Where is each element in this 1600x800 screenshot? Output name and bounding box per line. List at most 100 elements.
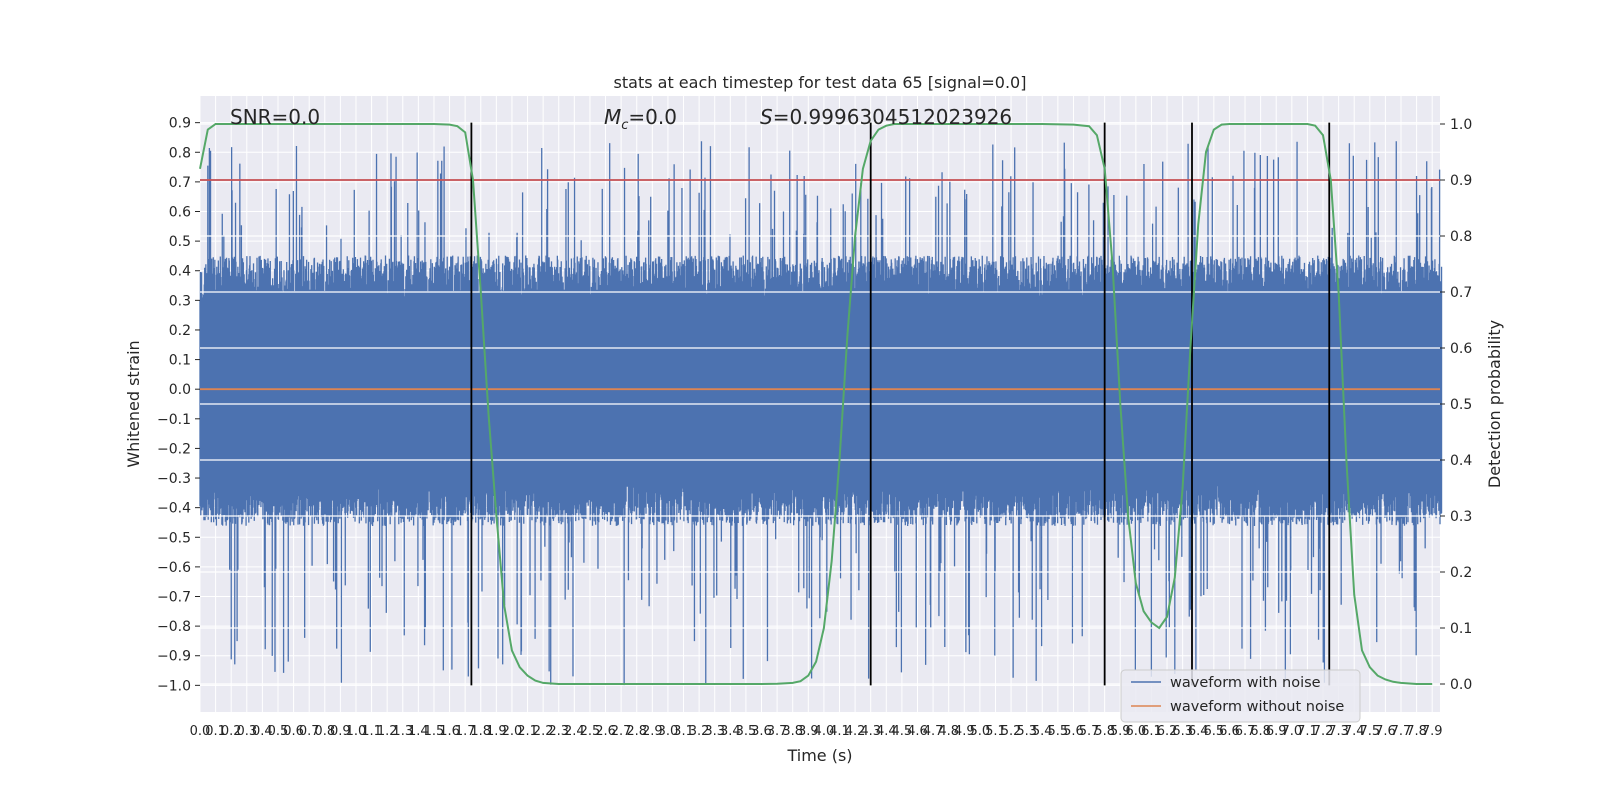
y2-tick-label: 0.1	[1450, 621, 1472, 637]
s-annotation: S=0.9996304512023926	[760, 105, 1012, 129]
x-tick-label: 4.2	[845, 724, 866, 739]
x-tick-label: 1.8	[470, 724, 491, 739]
x-tick-label: 3.3	[704, 724, 725, 739]
detection-probability-line	[199, 123, 1433, 685]
y2-axis-label: Detection probability	[1485, 320, 1504, 488]
y-tick-label: −0.4	[157, 501, 191, 517]
x-tick-label: 6.2	[1157, 724, 1178, 739]
y-tick-label: −0.2	[157, 441, 191, 457]
mc-annotation: Mc=0.0	[604, 105, 677, 133]
y-tick-label: 0.5	[169, 234, 191, 250]
y-tick-label: −0.5	[157, 530, 191, 546]
x-tick-label: 3.5	[736, 724, 757, 739]
y-tick-label: −0.9	[157, 649, 191, 665]
x-tick-label: 1.9	[486, 724, 507, 739]
x-tick-label: 3.1	[673, 724, 694, 739]
x-tick-label: 5.6	[1063, 724, 1084, 739]
y-tick-label: −0.1	[157, 412, 191, 428]
x-tick-label: 1.2	[377, 724, 398, 739]
x-tick-label: 6.1	[1141, 724, 1162, 739]
y2-tick-label: 0.2	[1450, 565, 1472, 581]
x-tick-label: 2.0	[502, 724, 523, 739]
x-tick-label: 2.2	[533, 724, 554, 739]
x-tick-label: 4.9	[954, 724, 975, 739]
y-tick-label: −0.3	[157, 471, 191, 487]
snr-annotation: SNR=0.0	[230, 105, 320, 129]
x-tick-label: 2.3	[548, 724, 569, 739]
x-tick-label: 5.3	[1016, 724, 1037, 739]
x-tick-label: 3.7	[767, 724, 788, 739]
x-tick-label: 7.3	[1328, 724, 1349, 739]
x-tick-label: 7.8	[1406, 724, 1427, 739]
y2-tick-label: 0.7	[1450, 285, 1472, 301]
x-tick-label: 0.6	[283, 724, 304, 739]
x-tick-label: 2.6	[595, 724, 616, 739]
x-tick-label: 2.8	[626, 724, 647, 739]
x-tick-label: 5.2	[1001, 724, 1022, 739]
x-tick-label: 3.6	[751, 724, 772, 739]
y2-tick-label: 0.5	[1450, 397, 1472, 413]
x-tick-label: 1.3	[392, 724, 413, 739]
x-tick-label: 0.5	[268, 724, 289, 739]
x-tick-label: 4.5	[892, 724, 913, 739]
y2-tick-label: 0.9	[1450, 173, 1472, 189]
mc-value: =0.0	[628, 105, 677, 129]
x-tick-label: 3.2	[689, 724, 710, 739]
x-tick-label: 7.5	[1359, 724, 1380, 739]
y2-tick-label: 0.6	[1450, 341, 1472, 357]
x-tick-label: 7.4	[1344, 724, 1365, 739]
y-tick-label: 0.8	[169, 145, 191, 161]
y-tick-label: 0.1	[169, 353, 191, 369]
x-tick-label: 5.7	[1079, 724, 1100, 739]
x-tick-label: 7.2	[1313, 724, 1334, 739]
y-tick-label: −0.8	[157, 619, 191, 635]
x-tick-label: 1.4	[408, 724, 429, 739]
x-tick-label: 3.9	[798, 724, 819, 739]
y-tick-label: −1.0	[157, 678, 191, 694]
x-tick-label: 6.9	[1266, 724, 1287, 739]
x-tick-label: 7.6	[1375, 724, 1396, 739]
x-tick-label: 0.0	[190, 724, 211, 739]
mc-symbol: M	[604, 105, 621, 129]
x-tick-label: 6.3	[1172, 724, 1193, 739]
x-tick-label: 0.9	[330, 724, 351, 739]
x-tick-label: 6.4	[1188, 724, 1209, 739]
x-tick-label: 0.4	[252, 724, 273, 739]
x-tick-label: 3.8	[782, 724, 803, 739]
s-value: =0.9996304512023926	[773, 105, 1012, 129]
legend-label-clean: waveform without noise	[1170, 699, 1344, 715]
x-tick-label: 1.6	[439, 724, 460, 739]
mc-subscript: c	[621, 118, 628, 133]
x-tick-label: 1.7	[455, 724, 476, 739]
y2-tick-label: 0.4	[1450, 453, 1472, 469]
x-tick-label: 0.8	[314, 724, 335, 739]
y-tick-label: 0.6	[169, 205, 191, 221]
x-tick-label: 5.8	[1094, 724, 1115, 739]
x-tick-label: 6.7	[1235, 724, 1256, 739]
overlay-series	[199, 122, 1440, 686]
x-tick-label: 3.4	[720, 724, 741, 739]
legend-box	[1120, 669, 1361, 723]
axes: 0.00.10.20.30.40.50.60.70.80.91.01.11.21…	[157, 116, 1472, 739]
x-tick-label: 4.4	[876, 724, 897, 739]
x-tick-label: 5.9	[1110, 724, 1131, 739]
x-tick-label: 7.7	[1391, 724, 1412, 739]
x-tick-label: 4.1	[829, 724, 850, 739]
x-tick-label: 4.6	[907, 724, 928, 739]
y-tick-label: −0.7	[157, 590, 191, 606]
x-tick-label: 2.4	[564, 724, 585, 739]
x-tick-label: 4.8	[938, 724, 959, 739]
x-tick-label: 7.0	[1281, 724, 1302, 739]
y-axis-label: Whitened strain	[124, 340, 143, 467]
x-tick-label: 5.1	[985, 724, 1006, 739]
y2-tick-label: 0.0	[1450, 677, 1472, 693]
x-tick-label: 0.7	[299, 724, 320, 739]
x-tick-label: 2.1	[517, 724, 538, 739]
s-symbol: S	[760, 105, 773, 129]
x-tick-label: 5.5	[1048, 724, 1069, 739]
x-tick-label: 3.0	[658, 724, 679, 739]
y-tick-label: 0.0	[169, 382, 191, 398]
y-tick-label: 0.3	[169, 293, 191, 309]
x-tick-label: 1.5	[424, 724, 445, 739]
